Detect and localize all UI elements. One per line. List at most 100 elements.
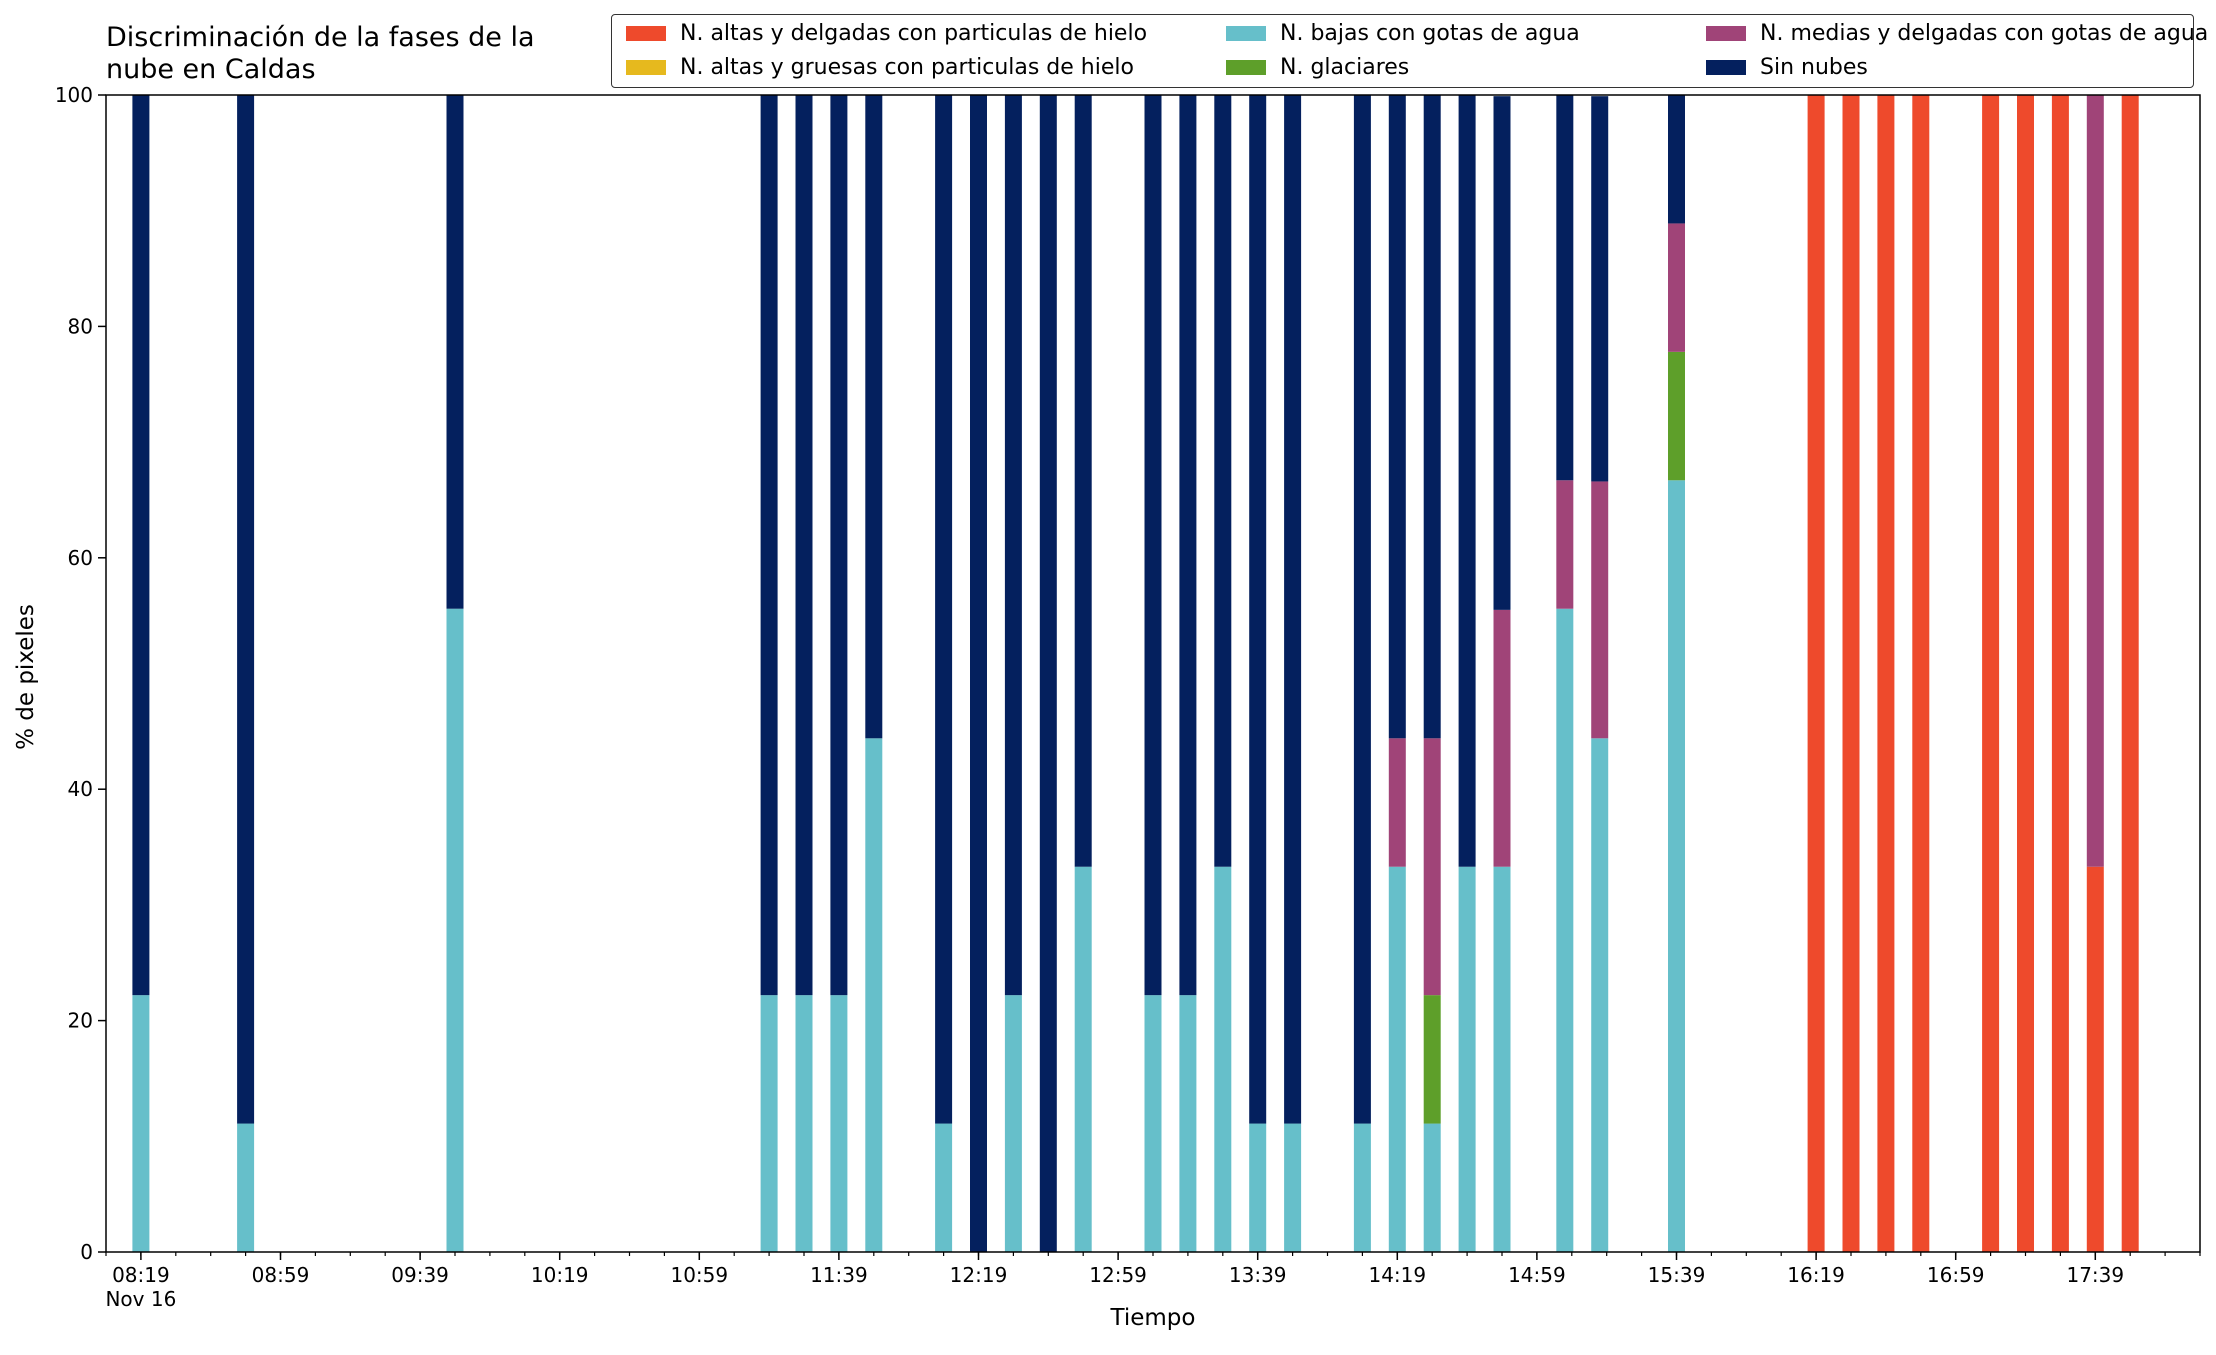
x-tick-label: 14:19 (1368, 1263, 1426, 1287)
bar-segment-n-bajas-con-gotas-de-agua (1591, 738, 1609, 1252)
bar-segment-n-bajas-con-gotas-de-agua (1284, 1123, 1302, 1252)
bar-segment-sin-nubes (446, 95, 464, 609)
bar-segment-n-altas-y-delgadas-con-particulas-de-hielo (2121, 95, 2139, 1252)
legend-item-n-glaciares: N. glaciares (1226, 55, 1409, 80)
bar-segment-sin-nubes (1556, 95, 1574, 481)
bar-segment-sin-nubes (1074, 95, 1092, 867)
bar-segment-sin-nubes (1179, 95, 1197, 996)
legend-label: N. altas y gruesas con particulas de hie… (680, 55, 1134, 80)
y-tick-label: 20 (68, 1009, 93, 1033)
legend-label: N. altas y delgadas con particulas de hi… (680, 21, 1148, 46)
bar-segment-n-altas-y-delgadas-con-particulas-de-hielo (2051, 95, 2069, 1252)
bar-segment-sin-nubes (1284, 95, 1302, 1124)
bar-segment-sin-nubes (1423, 95, 1441, 739)
bar-segment-n-bajas-con-gotas-de-agua (935, 1123, 953, 1252)
x-tick-label: 08:19 (112, 1263, 170, 1287)
bar-segment-n-bajas-con-gotas-de-agua (1074, 866, 1092, 1252)
legend-label: N. bajas con gotas de agua (1280, 21, 1580, 46)
x-tick-label: 10:59 (670, 1263, 728, 1287)
bar-segment-n-bajas-con-gotas-de-agua (795, 995, 813, 1252)
bar-segment-n-glaciares (1668, 351, 1685, 481)
x-tick-label: 13:39 (1229, 1263, 1287, 1287)
bar-segment-n-altas-y-delgadas-con-particulas-de-hielo (2086, 866, 2104, 1252)
legend-item-sin-nubes: Sin nubes (1706, 55, 1868, 80)
bar-segment-sin-nubes (1591, 96, 1609, 482)
bar-segment-n-bajas-con-gotas-de-agua (865, 738, 883, 1252)
legend-swatch (1706, 26, 1746, 41)
y-tick-label: 80 (68, 314, 93, 338)
bar-segment-n-altas-y-delgadas-con-particulas-de-hielo (2017, 95, 2034, 1252)
bar-segment-n-medias-y-delgadas-con-gotas-de-agua (1423, 738, 1441, 996)
bar-segment-n-bajas-con-gotas-de-agua (760, 995, 778, 1252)
bar-segment-n-bajas-con-gotas-de-agua (830, 995, 848, 1252)
bar-segment-n-bajas-con-gotas-de-agua (1179, 995, 1197, 1252)
legend-swatch (626, 26, 666, 41)
bar-segment-n-bajas-con-gotas-de-agua (1214, 866, 1232, 1252)
bar-segment-sin-nubes (1493, 96, 1511, 610)
x-tick-label: 16:59 (1927, 1263, 1985, 1287)
legend: N. altas y delgadas con particulas de hi… (611, 14, 2208, 88)
bar-segment-n-medias-y-delgadas-con-gotas-de-agua (1388, 738, 1406, 867)
x-tick-label: 08:59 (252, 1263, 310, 1287)
bar-segment-n-bajas-con-gotas-de-agua (446, 608, 464, 1252)
bar-segment-n-bajas-con-gotas-de-agua (237, 1123, 255, 1252)
bar-segment-n-altas-y-delgadas-con-particulas-de-hielo (1912, 95, 1930, 1252)
x-tick-label: 15:39 (1648, 1263, 1706, 1287)
legend-swatch (1226, 60, 1266, 75)
bar-segment-n-bajas-con-gotas-de-agua (1493, 866, 1511, 1252)
legend-item-n-bajas-con-gotas-de-agua: N. bajas con gotas de agua (1226, 21, 1580, 46)
bar-segment-sin-nubes (935, 95, 953, 1124)
y-tick-label: 0 (80, 1240, 93, 1264)
x-tick-label: 09:39 (391, 1263, 449, 1287)
y-tick-label: 40 (68, 777, 93, 801)
bar-segment-n-bajas-con-gotas-de-agua (132, 995, 150, 1252)
bar-segment-n-medias-y-delgadas-con-gotas-de-agua (1493, 609, 1511, 867)
x-tick-label: 14:59 (1508, 1263, 1566, 1287)
legend-item-n-medias-y-delgadas-con-gotas-de-agua: N. medias y delgadas con gotas de agua (1706, 21, 2208, 46)
legend-swatch (626, 60, 666, 75)
chart-title-line: nube en Caldas (106, 54, 316, 85)
bar-segment-n-bajas-con-gotas-de-agua (1353, 1123, 1371, 1252)
bar-segment-sin-nubes (1353, 95, 1371, 1124)
bar-segment-n-medias-y-delgadas-con-gotas-de-agua (2086, 95, 2104, 867)
bar-segment-sin-nubes (795, 95, 813, 996)
chart-title: Discriminación de la fases de la nube en … (106, 22, 535, 86)
bar-segment-n-bajas-con-gotas-de-agua (1668, 480, 1685, 1252)
bar-segment-n-glaciares (1423, 995, 1441, 1124)
y-tick-label: 100 (55, 83, 93, 107)
bar-segment-n-altas-y-delgadas-con-particulas-de-hielo (1982, 95, 2000, 1252)
x-tick-label: 10:19 (531, 1263, 589, 1287)
legend-item-n-altas-y-gruesas-con-particulas-de-hielo: N. altas y gruesas con particulas de hie… (626, 55, 1134, 80)
bar-segment-sin-nubes (1214, 95, 1232, 867)
x-axis-label: Tiempo (1110, 1305, 1196, 1331)
bar-segment-n-medias-y-delgadas-con-gotas-de-agua (1556, 480, 1574, 609)
bar-segment-n-bajas-con-gotas-de-agua (1556, 608, 1574, 1252)
bar-segment-sin-nubes (1039, 95, 1057, 1252)
y-axis-label: % de pixeles (13, 604, 39, 750)
bar-segment-n-bajas-con-gotas-de-agua (1388, 866, 1406, 1252)
x-date-label: Nov 16 (105, 1287, 176, 1311)
bar-segment-sin-nubes (1388, 95, 1406, 739)
bar-segment-n-bajas-con-gotas-de-agua (1004, 995, 1022, 1252)
bar-segment-n-medias-y-delgadas-con-gotas-de-agua (1591, 481, 1609, 739)
bar-segment-sin-nubes (1144, 95, 1162, 996)
bar-segment-sin-nubes (970, 95, 987, 1252)
bar-segment-sin-nubes (830, 95, 848, 996)
bar-segment-n-bajas-con-gotas-de-agua (1423, 1123, 1441, 1252)
bar-segment-sin-nubes (237, 95, 255, 1124)
bar-segment-n-altas-y-delgadas-con-particulas-de-hielo (1807, 95, 1825, 1252)
bar-segment-sin-nubes (760, 95, 778, 996)
bar-segment-sin-nubes (1458, 95, 1476, 867)
bar-segment-n-altas-y-delgadas-con-particulas-de-hielo (1842, 95, 1860, 1252)
x-tick-label: 17:39 (2066, 1263, 2124, 1287)
y-tick-label: 60 (68, 546, 93, 570)
bar-segment-n-bajas-con-gotas-de-agua (1144, 995, 1162, 1252)
bar-segment-n-bajas-con-gotas-de-agua (1249, 1123, 1267, 1252)
legend-swatch (1226, 26, 1266, 41)
x-tick-label: 12:19 (950, 1263, 1008, 1287)
x-tick-label: 12:59 (1089, 1263, 1147, 1287)
bar-segment-n-bajas-con-gotas-de-agua (1458, 866, 1476, 1252)
legend-label: N. glaciares (1280, 55, 1410, 80)
